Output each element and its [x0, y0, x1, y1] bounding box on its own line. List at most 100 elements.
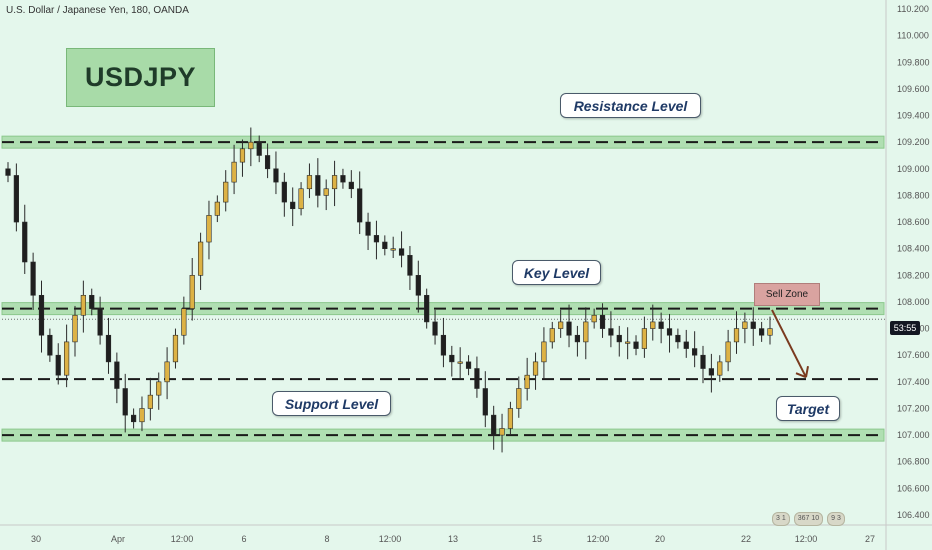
candle-body[interactable] — [13, 175, 19, 223]
candle-body[interactable] — [331, 175, 338, 190]
target-callout[interactable]: Target — [776, 396, 840, 421]
candle-body[interactable] — [273, 168, 279, 183]
candle-body[interactable] — [591, 314, 597, 323]
candle-body[interactable] — [491, 414, 497, 436]
candle-body[interactable] — [692, 348, 698, 356]
candle-body[interactable] — [507, 408, 514, 429]
candle-body[interactable] — [55, 354, 61, 376]
candle-body[interactable] — [131, 414, 137, 423]
candle-body[interactable] — [457, 361, 463, 364]
candle-body[interactable] — [633, 341, 639, 349]
candle-body[interactable] — [759, 328, 765, 336]
candle-body[interactable] — [105, 334, 112, 363]
candle-body[interactable] — [566, 321, 572, 336]
candle-body[interactable] — [432, 321, 438, 336]
candle-body[interactable] — [558, 321, 564, 329]
candle-body[interactable] — [541, 341, 547, 363]
candle-body[interactable] — [516, 388, 522, 409]
candle-body[interactable] — [373, 235, 380, 243]
candle-body[interactable] — [172, 334, 179, 363]
candle-body[interactable] — [666, 328, 673, 336]
candle-body[interactable] — [717, 361, 723, 376]
support-callout[interactable]: Support Level — [272, 391, 391, 416]
candle-body[interactable] — [583, 321, 589, 343]
candle-body[interactable] — [181, 308, 187, 336]
candle-body[interactable] — [474, 368, 480, 389]
candle-body[interactable] — [390, 248, 396, 251]
candle-body[interactable] — [608, 328, 614, 336]
candle-body[interactable] — [164, 361, 170, 383]
candle-body[interactable] — [114, 361, 120, 389]
candle-body[interactable] — [742, 321, 748, 329]
candle-body[interactable] — [532, 361, 539, 376]
candle-body[interactable] — [725, 341, 731, 363]
candle-body[interactable] — [206, 215, 212, 243]
candle-body[interactable] — [449, 354, 455, 363]
candle-body[interactable] — [323, 188, 329, 196]
candle-body[interactable] — [750, 321, 756, 329]
candle-body[interactable] — [22, 221, 28, 263]
candle-body[interactable] — [340, 175, 346, 183]
candle-body[interactable] — [248, 141, 254, 150]
candle-body[interactable] — [499, 428, 505, 436]
candle-body[interactable] — [38, 294, 45, 336]
candle-body[interactable] — [256, 141, 262, 156]
candle-body[interactable] — [415, 275, 421, 296]
candle-body[interactable] — [650, 321, 656, 329]
candle-body[interactable] — [407, 255, 413, 276]
candle-body[interactable] — [47, 334, 53, 356]
candle-body[interactable] — [683, 341, 689, 349]
indicator-icon[interactable]: 9 3 — [827, 512, 845, 526]
candle-body[interactable] — [616, 334, 622, 343]
resistance-callout[interactable]: Resistance Level — [560, 93, 701, 118]
candle-body[interactable] — [298, 188, 304, 210]
candle-body[interactable] — [89, 294, 95, 309]
candle-body[interactable] — [348, 181, 354, 190]
candle-body[interactable] — [465, 361, 472, 369]
candle-body[interactable] — [281, 181, 287, 203]
candle-body[interactable] — [72, 314, 78, 343]
candle-body[interactable] — [767, 328, 773, 336]
candle-body[interactable] — [641, 328, 647, 349]
candle-body[interactable] — [239, 148, 246, 163]
candle-body[interactable] — [189, 275, 195, 309]
candle-body[interactable] — [398, 248, 405, 256]
candle-body[interactable] — [482, 388, 488, 416]
candle-body[interactable] — [315, 175, 321, 196]
candle-body[interactable] — [382, 241, 388, 249]
candle-body[interactable] — [625, 341, 631, 344]
candle-body[interactable] — [424, 294, 430, 323]
indicator-icon[interactable]: 367 10 — [793, 512, 824, 526]
candle-body[interactable] — [231, 161, 237, 183]
candle-body[interactable] — [290, 201, 296, 210]
indicator-icon[interactable]: 3 1 — [772, 512, 790, 526]
candle-body[interactable] — [156, 381, 162, 396]
candle-body[interactable] — [700, 354, 706, 369]
candle-body[interactable] — [97, 308, 103, 336]
candle-body[interactable] — [5, 168, 11, 176]
candle-body[interactable] — [524, 374, 530, 389]
key-level-callout[interactable]: Key Level — [512, 260, 601, 285]
sell-zone-label[interactable]: Sell Zone — [754, 283, 820, 306]
candle-body[interactable] — [139, 408, 145, 423]
candle-body[interactable] — [147, 394, 153, 409]
candle-body[interactable] — [658, 321, 664, 329]
candle-body[interactable] — [440, 334, 447, 356]
candle-body[interactable] — [733, 328, 740, 343]
candle-body[interactable] — [574, 334, 581, 343]
candle-body[interactable] — [365, 221, 371, 236]
candle-body[interactable] — [675, 334, 681, 343]
candle-body[interactable] — [306, 175, 313, 190]
candle-body[interactable] — [708, 368, 714, 376]
candle-body[interactable] — [264, 155, 271, 170]
candle-body[interactable] — [80, 294, 86, 316]
candle-body[interactable] — [214, 201, 220, 216]
candle-body[interactable] — [357, 188, 363, 223]
candle-body[interactable] — [549, 328, 555, 343]
candle-body[interactable] — [599, 314, 606, 329]
candle-body[interactable] — [30, 261, 36, 296]
candle-body[interactable] — [64, 341, 70, 376]
candle-body[interactable] — [122, 388, 128, 416]
